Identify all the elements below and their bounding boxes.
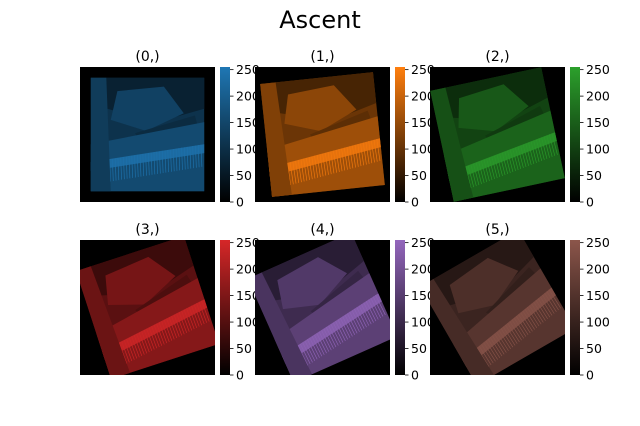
subplot-title: (4,)	[310, 222, 334, 238]
colorbar-tick-label: 150	[411, 115, 435, 130]
colorbar-tick-label: 0	[586, 195, 594, 210]
colorbar-tick-label: 100	[586, 315, 610, 330]
colorbar	[220, 67, 230, 202]
colorbar-tick-label: 150	[236, 288, 260, 303]
colorbar-tick-label: 50	[411, 341, 427, 356]
colorbar-tick-label: 100	[236, 142, 260, 157]
colorbar-tick-label: 100	[236, 315, 260, 330]
ascent-image	[430, 240, 565, 375]
colorbar	[570, 67, 580, 202]
colorbar-tick-label: 200	[586, 262, 610, 277]
colorbar-tick-label: 150	[586, 288, 610, 303]
colorbar-tick-label: 200	[236, 89, 260, 104]
colorbar-tick-label: 250	[411, 235, 435, 250]
ascent-image	[430, 67, 565, 202]
colorbar-tick-label: 100	[411, 142, 435, 157]
ascent-image	[255, 240, 390, 375]
colorbar-tick-label: 200	[411, 89, 435, 104]
colorbar	[395, 240, 405, 375]
colorbar-tick-label: 0	[586, 368, 594, 383]
colorbar	[570, 240, 580, 375]
panels: (0,)050100150200250(1,)050100150200250(2…	[80, 49, 610, 383]
colorbar-tick-label: 0	[411, 195, 419, 210]
colorbar-tick-label: 250	[586, 235, 610, 250]
subplot-4: (4,) 0 50 100 150 200 250	[255, 222, 435, 383]
colorbar-tick-label: 150	[236, 115, 260, 130]
colorbar-tick-label: 150	[411, 288, 435, 303]
subplot-title: (1,)	[310, 49, 334, 65]
subplot-0: (0,) 0 50 100 150 200 250	[80, 49, 260, 210]
ascent-image	[90, 77, 205, 192]
colorbar-tick-label: 250	[236, 235, 260, 250]
colorbar	[395, 67, 405, 202]
colorbar-tick-label: 100	[586, 142, 610, 157]
figure-title: Ascent	[279, 6, 361, 34]
colorbar-tick-label: 250	[236, 62, 260, 77]
colorbar-tick-label: 100	[411, 315, 435, 330]
colorbar	[220, 240, 230, 375]
colorbar-tick-label: 50	[236, 341, 252, 356]
subplot-2: (2,) 0 50 100 150 200 250	[430, 49, 610, 210]
subplot-3: (3,) 0 50 100 150 200 250	[80, 222, 260, 383]
ascent-image	[260, 72, 385, 197]
colorbar-tick-label: 0	[236, 195, 244, 210]
colorbar-tick-label: 0	[411, 368, 419, 383]
subplot-title: (5,)	[485, 222, 509, 238]
colorbar-tick-label: 200	[586, 89, 610, 104]
colorbar-tick-label: 50	[411, 168, 427, 183]
subplot-5: (5,) 0 50 100 150 200 250	[430, 222, 610, 383]
colorbar-tick-label: 50	[586, 168, 602, 183]
colorbar-tick-label: 250	[586, 62, 610, 77]
colorbar-tick-label: 200	[236, 262, 260, 277]
colorbar-tick-label: 0	[236, 368, 244, 383]
colorbar-tick-label: 150	[586, 115, 610, 130]
colorbar-tick-label: 50	[586, 341, 602, 356]
subplot-title: (2,)	[485, 49, 509, 65]
subplot-title: (0,)	[135, 49, 159, 65]
subplot-title: (3,)	[135, 222, 159, 238]
colorbar-tick-label: 50	[236, 168, 252, 183]
subplot-1: (1,) 0 50 100 150 200 250	[255, 49, 435, 210]
ascent-image	[80, 240, 215, 375]
colorbar-tick-label: 200	[411, 262, 435, 277]
colorbar-tick-label: 250	[411, 62, 435, 77]
